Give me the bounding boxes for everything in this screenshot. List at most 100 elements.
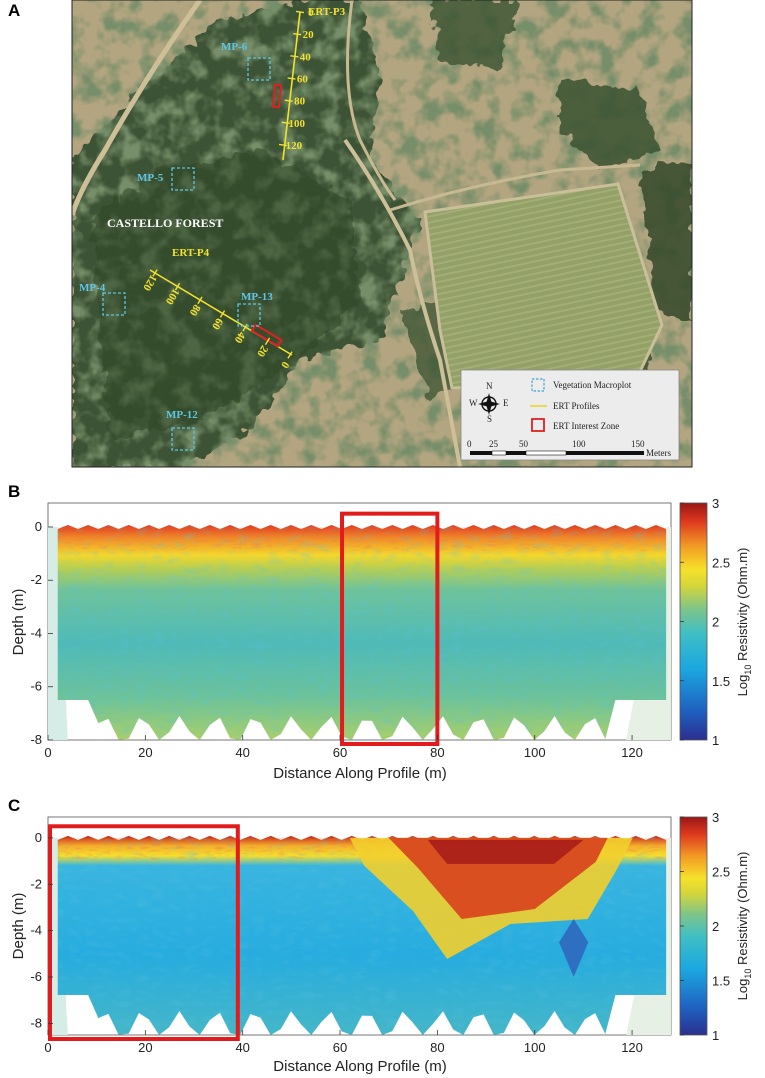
x-tick-label: 100 [524,745,546,760]
panel-letter-c: C [8,796,20,815]
satellite-image [72,0,692,467]
y-tick-label: -6 [30,679,42,694]
svg-text:N: N [486,381,493,391]
y-tick-label: -4 [30,625,42,640]
map-legend: N W E S Vegetation Macroplot ERT Profile… [460,369,680,461]
profile-tick [284,99,293,102]
profile-tick [287,351,293,359]
colorbar-tick-label: 1 [712,733,719,748]
colorbar-tick-label: 2 [712,615,719,630]
y-tick-label: -6 [30,969,42,984]
panel-letter-a: A [8,1,20,20]
colorbar-tick-label: 2 [712,919,719,934]
colorbar-tick-label: 2.5 [712,555,730,570]
y-tick-label: 0 [35,830,42,845]
interest-swatch [531,418,545,432]
x-tick-label: 0 [44,1040,51,1055]
legend-interest: ERT Interest Zone [553,421,619,431]
ylabel-c: Depth (m) [10,893,27,960]
xlabel-b: Distance Along Profile (m) [273,765,446,782]
profile-p3: 0 20 40 60 80 100 120 ERT-P3 [271,6,346,161]
map-frame [71,0,693,468]
x-tick-label: 60 [333,1040,347,1055]
profile-tick [295,10,305,14]
colorbar-tick-label: 2.5 [712,865,730,880]
macroplot-label: MP-12 [166,409,198,421]
macroplots: MP-6 MP-5 MP-4 MP-13 MP-12 [79,41,273,451]
colorbar-tick-label: 1 [712,1028,719,1043]
y-tick-label: -8 [30,1015,42,1030]
section-b: 0 20 40 60 80 100 120 0 -2 -4 -6 -8 Depth (m) Dista… [10,496,753,782]
surface-band [57,526,667,551]
svg-text:100: 100 [572,439,586,449]
svg-text:E: E [503,398,509,408]
svg-text:W: W [469,398,478,408]
macroplot-swatch [531,378,545,392]
y-tick-label: -2 [30,572,42,587]
colorbar-tick-label: 3 [712,810,719,825]
colorbar-tick-label: 1.5 [712,974,730,989]
profile-p3-label: ERT-P3 [308,6,346,18]
colorbar-label-b: Log10 Resistivity (Ohm.m) [735,548,753,697]
x-tick-label: 120 [621,1040,643,1055]
x-tick-label: 120 [621,745,643,760]
resistivity-texture [57,524,667,740]
interest-zone-p3 [271,83,283,109]
forest-label: CASTELLO FOREST [107,216,223,230]
macroplot-label: MP-5 [137,172,164,184]
x-tick-label: 20 [138,1040,152,1055]
profile-p4-label: ERT-P4 [172,247,210,259]
colorbar-label-c: Log10 Resistivity (Ohm.m) [735,852,753,1001]
ylabel-b: Depth (m) [10,589,27,656]
profile-tick-label: 60 [297,73,309,85]
colorbar-b [679,502,708,741]
profile-tick-label: 0 [278,359,291,370]
y-tick-label: -2 [30,876,42,891]
x-tick-label: 20 [138,745,152,760]
profile-tick [293,32,302,36]
colorbar-tick-label: 1.5 [712,674,730,689]
macroplot-label: MP-6 [221,41,248,53]
section-c: 0 20 40 60 80 100 120 0 -2 -4 -6 -8 Depth (m) Dista… [10,810,753,1075]
x-tick-label: 100 [524,1040,546,1055]
profile-tick [174,282,181,291]
profile-tick [290,55,299,58]
profile-tick [152,269,158,277]
colorbar-c [679,816,708,1036]
interest-zone-b [340,511,440,746]
svg-text:S: S [487,414,492,424]
profile-tick-label: 20 [303,29,315,41]
y-tick-label: -4 [30,923,42,938]
svg-text:25: 25 [489,439,499,449]
svg-text:Meters: Meters [646,448,671,458]
legend-vegetation: Vegetation Macroplot [553,380,632,390]
xlabel-c: Distance Along Profile (m) [273,1058,446,1075]
profile-tick-label: 120 [286,140,303,152]
y-tick-label: -8 [30,732,42,747]
profile-tick [281,121,290,125]
svg-text:50: 50 [519,439,529,449]
x-tick-label: 80 [430,745,444,760]
panel-letter-b: B [8,482,20,501]
x-tick-label: 80 [430,1040,444,1055]
x-tick-label: 60 [333,745,347,760]
profile-tick-label: 100 [288,118,305,130]
compass-icon: N W E S [469,381,509,424]
scale-bar: 0 25 50 100 150 Meters [467,439,671,458]
interest-zone-p4 [250,323,283,348]
x-tick-label: 40 [235,1040,249,1055]
legend-profiles: ERT Profiles [553,401,600,411]
profile-tick-label: 0 [308,7,314,19]
profile-tick-label: 80 [294,96,306,108]
profile-tick [287,77,296,80]
profile-tick [278,143,288,147]
high-resistivity-core [427,839,584,864]
macroplot-label: MP-4 [79,282,106,294]
profile-tick [197,296,203,305]
macroplot-label: MP-13 [241,291,273,303]
profile-tick-label: 40 [300,51,312,63]
x-tick-label: 40 [235,745,249,760]
x-tick-label: 0 [44,745,51,760]
y-tick-label: 0 [35,519,42,534]
